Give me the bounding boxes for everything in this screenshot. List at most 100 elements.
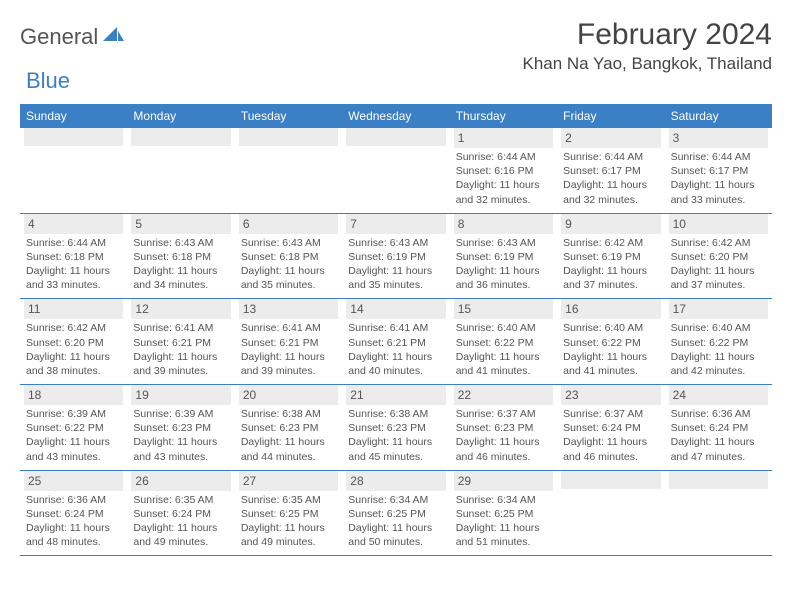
detail-line: Daylight: 11 hours bbox=[26, 435, 121, 449]
day-details: Sunrise: 6:37 AMSunset: 6:24 PMDaylight:… bbox=[561, 405, 660, 464]
day-number: 22 bbox=[454, 385, 553, 405]
day-cell: 20Sunrise: 6:38 AMSunset: 6:23 PMDayligh… bbox=[235, 385, 342, 470]
day-cell: 4Sunrise: 6:44 AMSunset: 6:18 PMDaylight… bbox=[20, 214, 127, 299]
week-row: 11Sunrise: 6:42 AMSunset: 6:20 PMDayligh… bbox=[20, 299, 772, 385]
detail-line: Daylight: 11 hours bbox=[456, 264, 551, 278]
detail-line: Sunrise: 6:42 AM bbox=[671, 236, 766, 250]
day-details: Sunrise: 6:36 AMSunset: 6:24 PMDaylight:… bbox=[24, 491, 123, 550]
detail-line: Sunrise: 6:39 AM bbox=[133, 407, 228, 421]
day-number: 24 bbox=[669, 385, 768, 405]
detail-line: Daylight: 11 hours bbox=[563, 178, 658, 192]
day-details: Sunrise: 6:42 AMSunset: 6:19 PMDaylight:… bbox=[561, 234, 660, 293]
day-details: Sunrise: 6:41 AMSunset: 6:21 PMDaylight:… bbox=[131, 319, 230, 378]
day-header-cell: Sunday bbox=[20, 104, 127, 128]
detail-line: Sunrise: 6:41 AM bbox=[241, 321, 336, 335]
detail-line: and 43 minutes. bbox=[26, 450, 121, 464]
day-details: Sunrise: 6:38 AMSunset: 6:23 PMDaylight:… bbox=[239, 405, 338, 464]
detail-line: Daylight: 11 hours bbox=[133, 435, 228, 449]
detail-line: and 32 minutes. bbox=[563, 193, 658, 207]
day-cell bbox=[557, 471, 664, 556]
day-details: Sunrise: 6:42 AMSunset: 6:20 PMDaylight:… bbox=[669, 234, 768, 293]
day-cell: 24 Sunrise: 6:36 AMSunset: 6:24 PMDayligh… bbox=[665, 385, 772, 470]
detail-line: Sunset: 6:24 PM bbox=[671, 421, 766, 435]
day-number: 25 bbox=[24, 471, 123, 491]
day-details: Sunrise: 6:44 AMSunset: 6:16 PMDaylight:… bbox=[454, 148, 553, 207]
day-number bbox=[561, 471, 660, 489]
detail-line: Sunset: 6:25 PM bbox=[348, 507, 443, 521]
detail-line: and 37 minutes. bbox=[563, 278, 658, 292]
detail-line: Daylight: 11 hours bbox=[456, 178, 551, 192]
day-details: Sunrise: 6:43 AMSunset: 6:19 PMDaylight:… bbox=[454, 234, 553, 293]
detail-line: Sunrise: 6:43 AM bbox=[241, 236, 336, 250]
location-text: Khan Na Yao, Bangkok, Thailand bbox=[522, 54, 772, 74]
day-header-cell: Saturday bbox=[665, 104, 772, 128]
detail-line: Sunset: 6:23 PM bbox=[348, 421, 443, 435]
day-details: Sunrise: 6:43 AMSunset: 6:18 PMDaylight:… bbox=[131, 234, 230, 293]
detail-line: Daylight: 11 hours bbox=[241, 435, 336, 449]
day-details: Sunrise: 6:43 AMSunset: 6:18 PMDaylight:… bbox=[239, 234, 338, 293]
week-row: 1Sunrise: 6:44 AMSunset: 6:16 PMDaylight… bbox=[20, 128, 772, 214]
detail-line: and 35 minutes. bbox=[241, 278, 336, 292]
detail-line: Sunrise: 6:38 AM bbox=[348, 407, 443, 421]
day-header-cell: Monday bbox=[127, 104, 234, 128]
detail-line: Daylight: 11 hours bbox=[26, 350, 121, 364]
day-number: 27 bbox=[239, 471, 338, 491]
day-number: 3 bbox=[669, 128, 768, 148]
day-number: 19 bbox=[131, 385, 230, 405]
detail-line: and 40 minutes. bbox=[348, 364, 443, 378]
day-number bbox=[131, 128, 230, 146]
detail-line: and 50 minutes. bbox=[348, 535, 443, 549]
detail-line: Sunrise: 6:42 AM bbox=[26, 321, 121, 335]
day-details: Sunrise: 6:40 AMSunset: 6:22 PMDaylight:… bbox=[454, 319, 553, 378]
day-header-cell: Tuesday bbox=[235, 104, 342, 128]
title-block: February 2024 Khan Na Yao, Bangkok, Thai… bbox=[522, 18, 772, 74]
detail-line: Sunset: 6:21 PM bbox=[133, 336, 228, 350]
detail-line: Daylight: 11 hours bbox=[563, 435, 658, 449]
detail-line: Daylight: 11 hours bbox=[671, 264, 766, 278]
detail-line: Sunset: 6:21 PM bbox=[348, 336, 443, 350]
detail-line: and 39 minutes. bbox=[133, 364, 228, 378]
day-cell: 7Sunrise: 6:43 AMSunset: 6:19 PMDaylight… bbox=[342, 214, 449, 299]
day-cell bbox=[235, 128, 342, 213]
detail-line: Sunrise: 6:43 AM bbox=[133, 236, 228, 250]
day-number: 1 bbox=[454, 128, 553, 148]
day-details: Sunrise: 6:37 AMSunset: 6:23 PMDaylight:… bbox=[454, 405, 553, 464]
day-number: 8 bbox=[454, 214, 553, 234]
detail-line: Sunrise: 6:41 AM bbox=[348, 321, 443, 335]
day-cell: 15Sunrise: 6:40 AMSunset: 6:22 PMDayligh… bbox=[450, 299, 557, 384]
day-number: 2 bbox=[561, 128, 660, 148]
day-cell: 19Sunrise: 6:39 AMSunset: 6:23 PMDayligh… bbox=[127, 385, 234, 470]
detail-line: and 33 minutes. bbox=[671, 193, 766, 207]
brand-logo: General bbox=[20, 18, 127, 50]
week-row: 18Sunrise: 6:39 AMSunset: 6:22 PMDayligh… bbox=[20, 385, 772, 471]
day-cell bbox=[127, 128, 234, 213]
detail-line: Sunrise: 6:43 AM bbox=[348, 236, 443, 250]
day-cell: 26Sunrise: 6:35 AMSunset: 6:24 PMDayligh… bbox=[127, 471, 234, 556]
day-details: Sunrise: 6:41 AMSunset: 6:21 PMDaylight:… bbox=[346, 319, 445, 378]
day-header-cell: Friday bbox=[557, 104, 664, 128]
day-cell: 3Sunrise: 6:44 AMSunset: 6:17 PMDaylight… bbox=[665, 128, 772, 213]
detail-line: Sunrise: 6:34 AM bbox=[348, 493, 443, 507]
day-number bbox=[24, 128, 123, 146]
day-number: 4 bbox=[24, 214, 123, 234]
detail-line: Daylight: 11 hours bbox=[133, 521, 228, 535]
detail-line: Sunset: 6:21 PM bbox=[241, 336, 336, 350]
detail-line: and 34 minutes. bbox=[133, 278, 228, 292]
day-details: Sunrise: 6:40 AMSunset: 6:22 PMDaylight:… bbox=[669, 319, 768, 378]
week-row: 25Sunrise: 6:36 AMSunset: 6:24 PMDayligh… bbox=[20, 471, 772, 557]
day-number bbox=[346, 128, 445, 146]
day-number: 9 bbox=[561, 214, 660, 234]
day-details: Sunrise: 6:44 AMSunset: 6:17 PMDaylight:… bbox=[561, 148, 660, 207]
day-number: 15 bbox=[454, 299, 553, 319]
day-number: 20 bbox=[239, 385, 338, 405]
detail-line: Sunrise: 6:36 AM bbox=[671, 407, 766, 421]
detail-line: Daylight: 11 hours bbox=[671, 435, 766, 449]
detail-line: and 42 minutes. bbox=[671, 364, 766, 378]
detail-line: Sunrise: 6:36 AM bbox=[26, 493, 121, 507]
day-details: Sunrise: 6:35 AMSunset: 6:24 PMDaylight:… bbox=[131, 491, 230, 550]
detail-line: and 49 minutes. bbox=[241, 535, 336, 549]
day-details: Sunrise: 6:39 AMSunset: 6:23 PMDaylight:… bbox=[131, 405, 230, 464]
detail-line: Daylight: 11 hours bbox=[456, 350, 551, 364]
detail-line: Sunset: 6:22 PM bbox=[456, 336, 551, 350]
detail-line: and 48 minutes. bbox=[26, 535, 121, 549]
